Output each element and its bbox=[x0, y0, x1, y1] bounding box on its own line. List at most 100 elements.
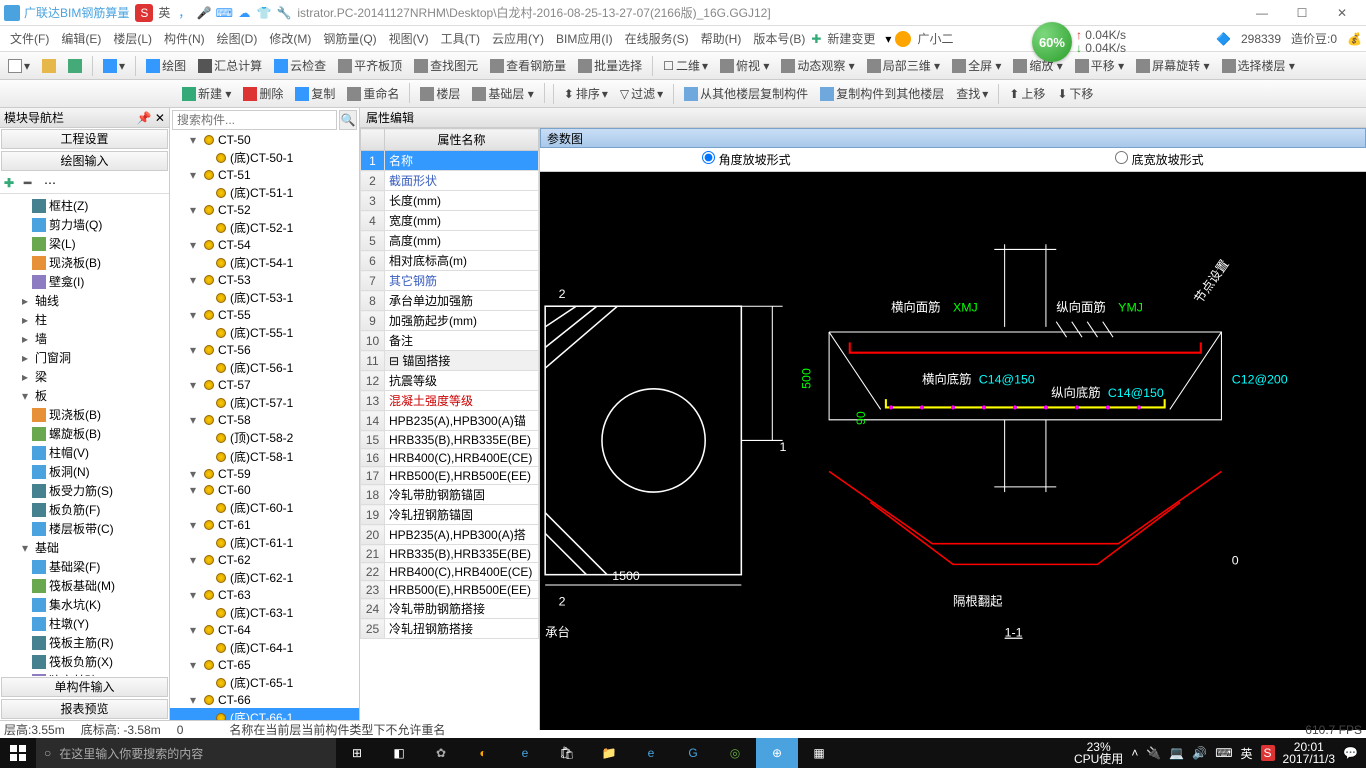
property-row[interactable]: 6相对底标高(m) bbox=[361, 251, 539, 271]
nav-tree-item[interactable]: ▾基础 bbox=[0, 538, 169, 557]
toolbar-button[interactable]: 汇总计算 bbox=[194, 55, 266, 76]
section-draw-input[interactable]: 绘图输入 bbox=[1, 151, 168, 171]
nav-tree-item[interactable]: 独立基础(D) bbox=[0, 671, 169, 676]
component-item[interactable]: (底)CT-63-1 bbox=[170, 603, 359, 622]
component-item[interactable]: ▾CT-56 bbox=[170, 342, 359, 358]
menu-item[interactable]: 构件(N) bbox=[158, 30, 211, 47]
menu-item[interactable]: 版本号(B) bbox=[747, 30, 811, 47]
app-icon-4[interactable]: ▦ bbox=[798, 738, 840, 768]
property-row[interactable]: 7其它钢筋 bbox=[361, 271, 539, 291]
menu-item[interactable]: 在线服务(S) bbox=[619, 30, 695, 47]
component-item[interactable]: (底)CT-51-1 bbox=[170, 183, 359, 202]
component-item[interactable]: ▾CT-60 bbox=[170, 482, 359, 498]
minimize-button[interactable]: — bbox=[1242, 0, 1282, 26]
explorer-icon[interactable]: 📁 bbox=[588, 738, 630, 768]
property-row[interactable]: 3长度(mm) bbox=[361, 191, 539, 211]
sort-button[interactable]: ⬍ 排序 ▾ bbox=[560, 83, 612, 104]
save-button[interactable] bbox=[64, 57, 86, 75]
taskbar-search[interactable]: ○ 在这里输入你要搜索的内容 bbox=[36, 738, 336, 768]
edge-icon[interactable]: e bbox=[504, 738, 546, 768]
taskview-icon[interactable]: ⊞ bbox=[336, 738, 378, 768]
component-item[interactable]: (底)CT-52-1 bbox=[170, 218, 359, 237]
copy-to-button[interactable]: 复制构件到其他楼层 bbox=[816, 83, 948, 104]
close-button[interactable]: ✕ bbox=[1322, 0, 1362, 26]
ime-punct-icon[interactable]: ， bbox=[175, 4, 193, 22]
toolbar-button[interactable]: 平齐板顶 bbox=[334, 55, 406, 76]
component-item[interactable]: ▾CT-65 bbox=[170, 657, 359, 673]
more-icon[interactable]: ⋯ bbox=[44, 176, 58, 190]
view-button[interactable]: 俯视 ▾ bbox=[716, 55, 773, 76]
property-row[interactable]: 12抗震等级 bbox=[361, 371, 539, 391]
component-item[interactable]: ▾CT-66 bbox=[170, 692, 359, 708]
ime-lang[interactable]: 英 bbox=[155, 4, 173, 22]
component-item[interactable]: ▾CT-64 bbox=[170, 622, 359, 638]
property-row[interactable]: 21HRB335(B),HRB335E(BE) bbox=[361, 545, 539, 563]
filter-button[interactable]: ▽ 过滤 ▾ bbox=[616, 83, 667, 104]
nav-tree-item[interactable]: 剪力墙(Q) bbox=[0, 215, 169, 234]
section-project-settings[interactable]: 工程设置 bbox=[1, 129, 168, 149]
component-item[interactable]: ▾CT-54 bbox=[170, 237, 359, 253]
property-row[interactable]: 25冷轧扭钢筋搭接 bbox=[361, 619, 539, 639]
tray-sogou-icon[interactable]: S bbox=[1261, 745, 1275, 761]
nav-tree-item[interactable]: 柱帽(V) bbox=[0, 443, 169, 462]
tray-network-icon[interactable]: 💻 bbox=[1169, 746, 1184, 760]
user-name[interactable]: 广小二 bbox=[911, 30, 959, 47]
nav-tree-item[interactable]: 筏板基础(M) bbox=[0, 576, 169, 595]
copy-from-button[interactable]: 从其他楼层复制构件 bbox=[680, 83, 812, 104]
app-icon-3[interactable]: ◐ bbox=[462, 738, 504, 768]
diagram-svg[interactable]: 2 1 2 承台 1500 bbox=[540, 172, 1366, 730]
property-row[interactable]: 24冷轧带肋钢筋搭接 bbox=[361, 599, 539, 619]
nav-tree-item[interactable]: 框柱(Z) bbox=[0, 196, 169, 215]
toolbar-button[interactable]: 绘图 bbox=[142, 55, 190, 76]
ime-tool-icon[interactable]: 👕 bbox=[255, 4, 273, 22]
component-item[interactable]: ▾CT-63 bbox=[170, 587, 359, 603]
view-button[interactable]: 全屏 ▾ bbox=[948, 55, 1005, 76]
tray-clock[interactable]: 20:01 2017/11/3 bbox=[1283, 741, 1336, 765]
nav-tree-item[interactable]: 板洞(N) bbox=[0, 462, 169, 481]
search-input[interactable] bbox=[172, 110, 337, 130]
radio-width-slope[interactable]: 底宽放坡形式 bbox=[1115, 151, 1203, 168]
property-row[interactable]: 15HRB335(B),HRB335E(BE) bbox=[361, 431, 539, 449]
nav-tree-item[interactable]: ▾板 bbox=[0, 386, 169, 405]
component-item[interactable]: ▾CT-61 bbox=[170, 517, 359, 533]
start-button[interactable] bbox=[0, 738, 36, 768]
radio-angle-slope[interactable]: 角度放坡形式 bbox=[702, 151, 790, 168]
nav-tree-item[interactable]: ▸柱 bbox=[0, 310, 169, 329]
view-button[interactable]: 动态观察 ▾ bbox=[777, 55, 858, 76]
app-icon-2[interactable]: ✿ bbox=[420, 738, 462, 768]
menu-item[interactable]: BIM应用(I) bbox=[550, 30, 619, 47]
property-row[interactable]: 17HRB500(E),HRB500E(EE) bbox=[361, 467, 539, 485]
component-item[interactable]: (底)CT-58-1 bbox=[170, 447, 359, 466]
component-item[interactable]: (底)CT-50-1 bbox=[170, 148, 359, 167]
nav-tree-item[interactable]: 现浇板(B) bbox=[0, 253, 169, 272]
component-item[interactable]: (顶)CT-58-2 bbox=[170, 428, 359, 447]
add-icon[interactable]: ✚ bbox=[4, 176, 18, 190]
nav-tree-item[interactable]: 梁(L) bbox=[0, 234, 169, 253]
nav-tree-item[interactable]: 壁龛(I) bbox=[0, 272, 169, 291]
view-button[interactable]: 选择楼层 ▾ bbox=[1218, 55, 1299, 76]
nav-tree-item[interactable]: 板负筋(F) bbox=[0, 500, 169, 519]
network-speed-widget[interactable]: 60% 0.04K/s 0.04K/s bbox=[1032, 22, 1126, 62]
component-item[interactable]: ▾CT-55 bbox=[170, 307, 359, 323]
component-item[interactable]: ▾CT-52 bbox=[170, 202, 359, 218]
nav-tree-item[interactable]: 板受力筋(S) bbox=[0, 481, 169, 500]
app-icon-1[interactable]: ◧ bbox=[378, 738, 420, 768]
component-item[interactable]: (底)CT-56-1 bbox=[170, 358, 359, 377]
property-row[interactable]: 22HRB400(C),HRB400E(CE) bbox=[361, 563, 539, 581]
property-row[interactable]: 11⊟ 锚固搭接 bbox=[361, 351, 539, 371]
property-row[interactable]: 4宽度(mm) bbox=[361, 211, 539, 231]
ime-mic-icon[interactable]: 🎤 bbox=[195, 4, 213, 22]
component-item[interactable]: (底)CT-65-1 bbox=[170, 673, 359, 692]
open-button[interactable] bbox=[38, 57, 60, 75]
currency-icon[interactable]: 💰 bbox=[1347, 32, 1362, 46]
maximize-button[interactable]: ☐ bbox=[1282, 0, 1322, 26]
new-file-button[interactable]: ▾ bbox=[4, 57, 34, 75]
component-item[interactable]: (底)CT-62-1 bbox=[170, 568, 359, 587]
property-row[interactable]: 20HPB235(A),HPB300(A)搭 bbox=[361, 525, 539, 545]
property-row[interactable]: 13混凝土强度等级 bbox=[361, 391, 539, 411]
property-row[interactable]: 23HRB500(E),HRB500E(EE) bbox=[361, 581, 539, 599]
new-change-button[interactable]: 新建变更 bbox=[821, 30, 881, 47]
ime-cloud-icon[interactable]: ☁ bbox=[235, 4, 253, 22]
property-row[interactable]: 2截面形状 bbox=[361, 171, 539, 191]
minus-icon[interactable]: ━ bbox=[24, 176, 38, 190]
